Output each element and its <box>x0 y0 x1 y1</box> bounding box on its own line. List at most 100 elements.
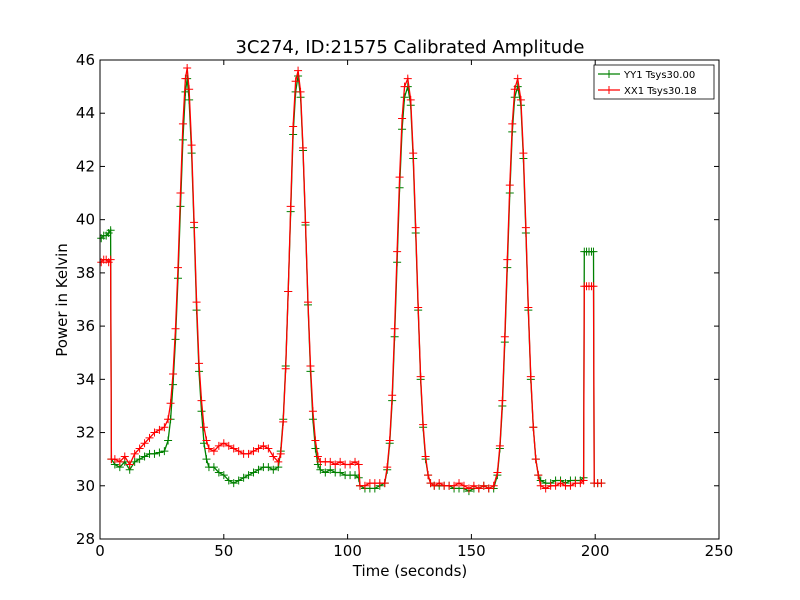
data-point <box>204 444 213 453</box>
data-point <box>500 332 509 341</box>
data-point <box>202 436 211 445</box>
data-point <box>195 359 204 368</box>
data-point <box>274 457 283 466</box>
x-tick-label: 100 <box>333 542 362 560</box>
data-point <box>385 436 394 445</box>
plot-frame <box>99 59 720 540</box>
data-point <box>192 298 201 307</box>
chart-title: 3C274, ID:21575 Calibrated Amplitude <box>235 37 584 58</box>
data-point <box>597 479 606 488</box>
data-point <box>579 476 588 485</box>
data-point <box>510 85 519 94</box>
data-point <box>276 449 285 458</box>
x-tick-label: 150 <box>457 542 486 560</box>
y-tick-label: 44 <box>76 104 95 122</box>
data-point <box>469 481 478 490</box>
data-point <box>219 439 228 448</box>
legend-marker <box>605 70 613 78</box>
data-point <box>185 85 194 94</box>
data-point <box>566 481 575 490</box>
data-point <box>484 484 493 493</box>
data-point <box>306 362 315 371</box>
data-point <box>291 77 300 86</box>
data-point <box>199 423 208 432</box>
data-point <box>164 436 173 445</box>
data-point <box>224 476 233 485</box>
data-point <box>294 66 303 75</box>
data-point <box>176 189 185 198</box>
data-point <box>551 481 560 490</box>
data-point <box>400 82 409 91</box>
y-tick-label: 28 <box>76 530 95 548</box>
data-point <box>130 449 139 458</box>
data-point <box>479 481 488 490</box>
data-point <box>140 452 149 461</box>
data-point <box>178 119 187 128</box>
data-point <box>145 433 154 442</box>
y-tick-label: 46 <box>76 51 95 69</box>
data-point <box>166 399 175 408</box>
data-point <box>219 471 228 480</box>
data-point <box>224 441 233 450</box>
data-point <box>311 436 320 445</box>
data-point <box>229 444 238 453</box>
data-point <box>326 465 335 474</box>
data-point <box>390 324 399 333</box>
data-point <box>135 455 144 464</box>
data-point <box>130 457 139 466</box>
axis-ticks: 0 50 100 150 200 250 28 30 32 34 36 38 40 42 44 46 <box>76 51 733 560</box>
series-1 <box>97 63 606 493</box>
data-point <box>313 452 322 461</box>
data-point <box>474 484 483 493</box>
legend-item: XX1 Tsys30.18 <box>598 86 697 97</box>
data-point <box>249 468 258 477</box>
data-point <box>336 468 345 477</box>
data-point <box>140 439 149 448</box>
data-point <box>513 74 522 83</box>
data-point <box>521 223 530 232</box>
data-point <box>160 447 169 456</box>
data-point <box>289 122 298 131</box>
data-point <box>450 481 459 490</box>
data-point <box>106 226 115 235</box>
data-point <box>299 143 308 152</box>
data-point <box>115 457 124 466</box>
data-point <box>524 303 533 312</box>
data-point <box>244 471 253 480</box>
data-point <box>455 479 464 488</box>
data-point <box>150 428 159 437</box>
data-point <box>301 218 310 227</box>
data-point <box>508 119 517 128</box>
data-point <box>308 407 317 416</box>
data-point <box>150 449 159 458</box>
data-point <box>264 463 273 472</box>
data-point <box>414 303 423 312</box>
data-point <box>354 460 363 469</box>
data-point <box>311 444 320 453</box>
data-point <box>505 181 514 190</box>
data-point <box>214 441 223 450</box>
data-point <box>120 452 129 461</box>
data-point <box>416 372 425 381</box>
legend-item: YY1 Tsys30.00 <box>598 70 695 81</box>
data-point <box>155 448 164 457</box>
data-point <box>254 444 263 453</box>
data-point <box>155 425 164 434</box>
legend-label: YY1 Tsys30.00 <box>623 70 695 81</box>
legend-box <box>593 64 715 100</box>
data-point <box>395 173 404 182</box>
data-point <box>214 468 223 477</box>
data-point <box>259 441 268 450</box>
data-point <box>336 457 345 466</box>
data-point <box>380 479 389 488</box>
data-point <box>419 420 428 429</box>
data-point <box>169 370 178 379</box>
data-point <box>281 364 290 373</box>
y-tick-label: 40 <box>76 211 95 229</box>
data-point <box>197 407 206 416</box>
data-point <box>249 447 258 456</box>
y-tick-label: 32 <box>76 424 95 442</box>
data-point <box>489 481 498 490</box>
